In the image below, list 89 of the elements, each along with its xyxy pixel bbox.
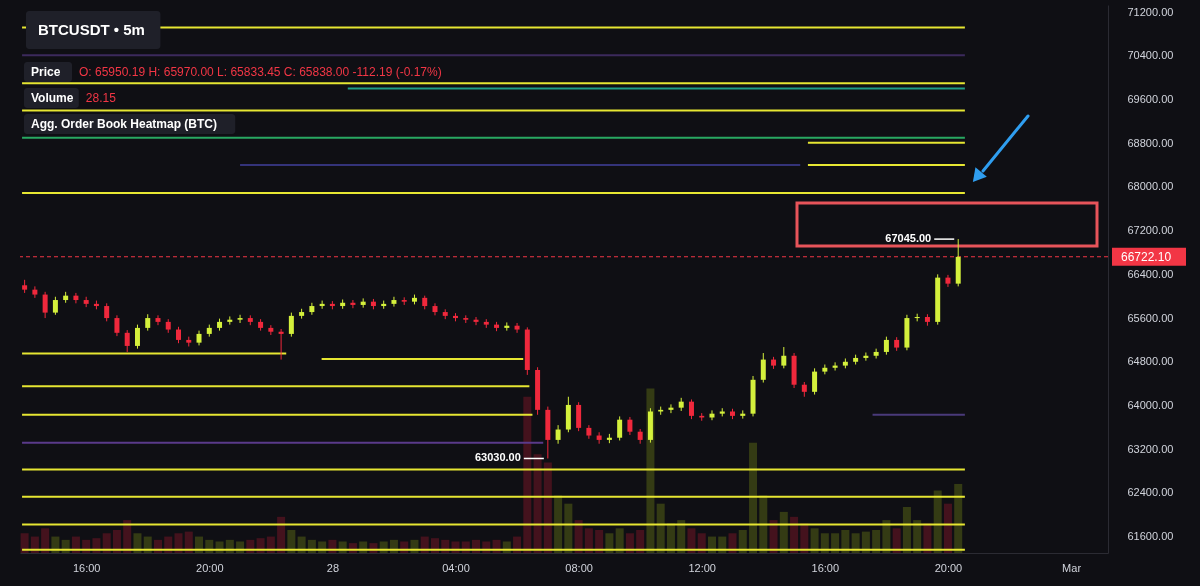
bar: [687, 528, 696, 553]
candlestick: [688, 398, 694, 420]
bar: [749, 442, 758, 553]
candlestick: [555, 424, 561, 445]
candlestick: [237, 314, 243, 324]
x-tick-label: 28: [326, 561, 340, 574]
bar: [584, 528, 593, 553]
bar: [523, 396, 532, 553]
candlestick: [576, 401, 582, 432]
ref-line-label: 66722.10: [1121, 249, 1172, 264]
bar: [872, 529, 881, 553]
candlestick: [617, 415, 623, 441]
y-tick-label: 64800.00: [1127, 355, 1174, 368]
x-tick-label: 16:00: [811, 561, 840, 574]
candlestick: [760, 352, 766, 384]
bar: [564, 503, 573, 553]
bar: [636, 529, 645, 553]
x-tick-label: 20:00: [196, 561, 224, 574]
bar: [20, 533, 29, 553]
y-tick-label: 70400.00: [1127, 49, 1174, 62]
bar: [902, 506, 911, 553]
candlestick: [873, 348, 879, 359]
y-tick-label: 63200.00: [1127, 442, 1174, 455]
x-tick-label: 12:00: [688, 561, 716, 574]
x-tick-label: 20:00: [934, 561, 963, 574]
candlestick: [155, 314, 161, 326]
candlestick: [278, 328, 284, 361]
candlestick: [319, 300, 325, 310]
bar: [595, 529, 604, 553]
y-tick-label: 62400.00: [1127, 486, 1174, 499]
x-tick-label: 16:00: [72, 561, 101, 574]
candlestick: [832, 361, 838, 372]
y-tick-label: 67200.00: [1127, 224, 1174, 237]
y-tick-label: 65600.00: [1127, 311, 1174, 324]
y-tick-label: 66400.00: [1127, 267, 1174, 280]
bar: [112, 529, 121, 553]
bar: [738, 529, 747, 553]
candlestick: [309, 302, 315, 316]
candlestick: [473, 316, 479, 326]
candlestick: [32, 285, 38, 299]
candlestick: [812, 367, 818, 396]
candlestick: [42, 291, 48, 319]
candlestick: [350, 299, 356, 309]
bar: [615, 528, 624, 553]
text: BTCUSDT • 5m: [38, 21, 145, 38]
y-tick-label: 64000.00: [1127, 398, 1174, 411]
bar: [533, 454, 542, 553]
annotation: Agg. Order Book Heatmap (BTC): [31, 117, 218, 131]
candlestick: [288, 312, 294, 338]
candlestick: [124, 329, 130, 353]
bar: [943, 503, 952, 553]
y-tick-label: 69600.00: [1127, 93, 1174, 106]
bar: [656, 503, 665, 553]
candlestick: [391, 296, 397, 308]
annotation: O: 65950.19 H: 65970.00 L: 65833.45 C: 65838.00 -112.19 (-0.17%): [79, 65, 442, 79]
y-tick-label: 71200.00: [1127, 5, 1174, 18]
y-tick-label: 68800.00: [1127, 136, 1174, 149]
y-tick-label: 68000.00: [1127, 180, 1174, 193]
candlestick: [781, 346, 787, 369]
annotation: 67045.00: [885, 232, 932, 245]
candlestick: [596, 431, 602, 445]
candlestick: [114, 314, 120, 337]
bar: [954, 483, 963, 553]
candlestick: [514, 322, 520, 334]
candlestick: [432, 302, 438, 316]
annotation: Price: [31, 65, 61, 79]
x-tick-label: Mar: [1062, 561, 1082, 574]
candlestick: [945, 274, 951, 288]
x-tick-label: 08:00: [565, 561, 593, 574]
candlestick: [668, 403, 674, 414]
annotation: 28.15: [85, 91, 117, 105]
bar: [841, 529, 850, 553]
annotation: 63030.00: [474, 451, 521, 464]
bar: [287, 529, 296, 553]
bar: [543, 462, 552, 553]
candlestick: [52, 296, 58, 316]
candlestick: [709, 409, 715, 421]
bar: [892, 528, 901, 553]
candlestick: [73, 292, 79, 304]
candlestick: [104, 302, 110, 322]
y-tick-label: 61600.00: [1127, 530, 1174, 543]
candlestick: [883, 336, 889, 356]
candlestick: [863, 351, 869, 362]
annotation: Volume: [31, 91, 74, 105]
bar: [41, 528, 50, 553]
candlestick: [134, 324, 140, 350]
candlestick: [627, 416, 633, 436]
bar: [810, 528, 819, 553]
x-tick-label: 04:00: [442, 561, 470, 574]
